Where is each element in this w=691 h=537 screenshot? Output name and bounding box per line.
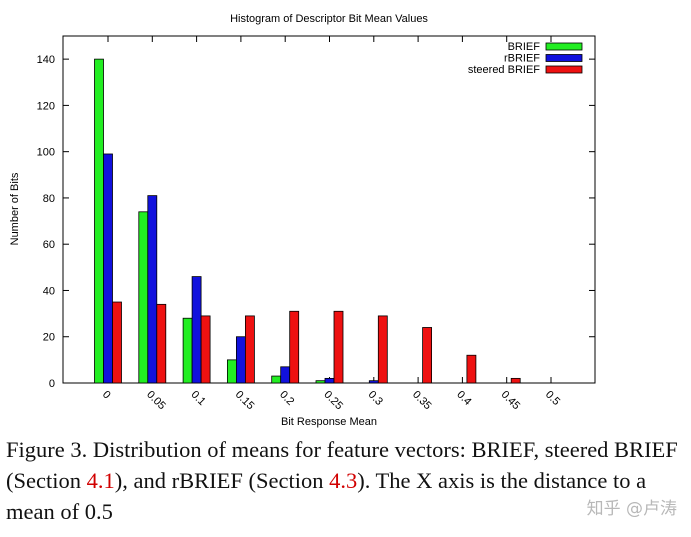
watermark: 知乎 @卢涛 bbox=[586, 499, 677, 519]
y-tick-label: 120 bbox=[37, 100, 55, 112]
y-tick-label: 140 bbox=[37, 54, 55, 66]
bar bbox=[244, 315, 255, 384]
bar bbox=[289, 310, 300, 384]
caption-text-1: Figure 3. Distribution of means for feat… bbox=[6, 437, 678, 493]
x-axis-label: Bit Response Mean bbox=[281, 416, 377, 428]
y-tick-label: 80 bbox=[43, 193, 55, 205]
x-tick-label: 0.3 bbox=[366, 389, 385, 408]
x-axis: 0 0.05 0.1 0.15 0.2 0.25 0.3 0.35 0.4 0.45 0.5 bbox=[100, 36, 562, 412]
bar bbox=[315, 380, 326, 384]
bar bbox=[103, 153, 113, 384]
y-axis: 0 20 40 60 80 100 120 140 bbox=[37, 54, 595, 390]
histogram-chart: Histogram of Descriptor Bit Mean Values … bbox=[9, 13, 596, 428]
y-tick-label: 20 bbox=[43, 332, 55, 344]
x-tick-label: 0.4 bbox=[454, 389, 473, 408]
legend-label: BRIEF bbox=[508, 41, 541, 53]
y-axis-label: Number of Bits bbox=[9, 172, 21, 245]
x-tick-label: 0.45 bbox=[499, 389, 523, 413]
x-tick-label: 0.1 bbox=[188, 389, 207, 408]
bar bbox=[226, 359, 237, 384]
x-tick-label: 0.5 bbox=[543, 389, 562, 408]
x-tick-label: 0.2 bbox=[277, 389, 296, 408]
legend-swatch bbox=[545, 65, 583, 74]
caption-text-3: ). The X axis is the distance to a mean … bbox=[6, 468, 647, 524]
x-tick-label: 0.15 bbox=[233, 389, 257, 413]
bar bbox=[182, 317, 193, 384]
bar bbox=[510, 377, 521, 384]
figure-caption: Figure 3. Distribution of means for feat… bbox=[6, 434, 686, 527]
bar bbox=[156, 303, 167, 384]
legend-label: rBRIEF bbox=[504, 53, 540, 65]
caption-text-2: ), and rBRIEF (Section bbox=[114, 468, 330, 493]
bar bbox=[466, 354, 477, 384]
bar bbox=[271, 375, 282, 384]
bar bbox=[422, 327, 433, 384]
section-ref-4-1[interactable]: 4.1 bbox=[86, 468, 115, 493]
y-tick-label: 100 bbox=[37, 147, 55, 159]
y-tick-label: 60 bbox=[43, 239, 55, 251]
bar bbox=[112, 301, 122, 384]
x-tick-label: 0 bbox=[100, 389, 113, 402]
y-tick-label: 0 bbox=[49, 378, 55, 390]
chart-title: Histogram of Descriptor Bit Mean Values bbox=[230, 13, 428, 25]
series-steered-brief bbox=[112, 301, 521, 384]
bar bbox=[200, 315, 211, 384]
bar bbox=[147, 195, 158, 384]
bar bbox=[333, 310, 344, 384]
bar bbox=[235, 336, 246, 384]
bar bbox=[191, 276, 202, 384]
x-tick-label: 0.35 bbox=[410, 389, 434, 413]
x-tick-label: 0.25 bbox=[321, 389, 345, 413]
y-tick-label: 40 bbox=[43, 285, 55, 297]
bar bbox=[280, 366, 291, 384]
legend-label: steered BRIEF bbox=[468, 64, 540, 76]
bar bbox=[377, 315, 388, 384]
x-tick-label: 0.05 bbox=[144, 389, 168, 413]
series-brief bbox=[94, 58, 326, 384]
bars bbox=[94, 58, 521, 384]
legend-swatch bbox=[545, 42, 583, 51]
legend-swatch bbox=[545, 54, 583, 62]
bar bbox=[324, 377, 335, 384]
bar bbox=[138, 211, 149, 384]
section-ref-4-3[interactable]: 4.3 bbox=[329, 468, 358, 493]
bar bbox=[94, 58, 104, 384]
bar bbox=[368, 380, 379, 384]
